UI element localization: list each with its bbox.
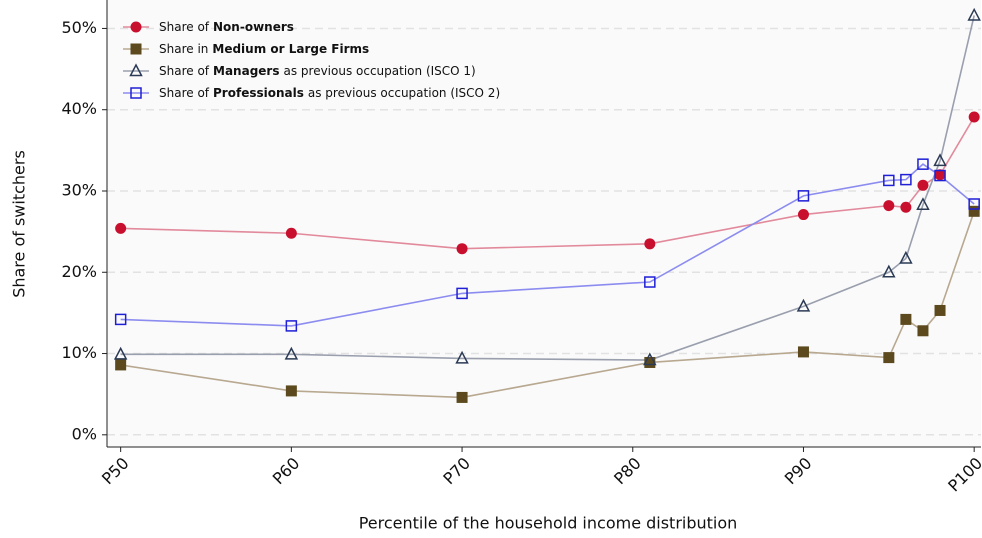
marker — [115, 359, 127, 371]
legend-text: Share of — [159, 20, 210, 34]
marker — [934, 169, 946, 182]
marker — [883, 200, 895, 212]
y-tick-label: 20% — [61, 262, 97, 281]
y-tick-label: 40% — [61, 99, 97, 118]
marker — [882, 264, 896, 278]
y-tick-label: 30% — [61, 180, 97, 199]
y-tick-label: 50% — [61, 18, 97, 37]
marker — [113, 346, 128, 360]
marker — [797, 209, 809, 221]
legend-label: Share in Medium or Large Firms — [159, 42, 369, 56]
y-tick-label: 0% — [72, 424, 97, 443]
marker — [900, 313, 912, 325]
marker — [917, 158, 929, 170]
legend-text: Share of — [159, 64, 210, 78]
marker — [284, 346, 299, 360]
marker — [456, 287, 468, 300]
x-tick-label: P90 — [781, 454, 816, 489]
marker — [130, 21, 142, 33]
marker — [644, 356, 656, 368]
marker — [968, 205, 980, 217]
marker — [899, 250, 913, 264]
y-tick-label: 10% — [61, 343, 97, 362]
marker — [797, 190, 810, 202]
marker — [967, 7, 981, 21]
legend-label: Share of Managers as previous occupation (… — [159, 64, 476, 78]
legend-text: Managers — [213, 64, 279, 78]
marker — [968, 198, 980, 210]
marker — [796, 298, 811, 312]
legend-label: Share of Professionals as previous occupat… — [159, 86, 500, 100]
legend-text: Share of — [159, 86, 210, 100]
marker — [968, 111, 980, 123]
marker — [115, 222, 127, 234]
marker — [883, 352, 895, 364]
legend-label: Share of Non-owners — [159, 20, 294, 34]
x-tick-label: P80 — [610, 454, 645, 489]
marker — [130, 87, 142, 99]
marker — [456, 243, 468, 255]
marker — [900, 173, 912, 186]
marker — [883, 174, 895, 187]
marker — [130, 43, 142, 55]
marker — [917, 325, 929, 337]
marker — [934, 304, 946, 316]
series-line — [120, 15, 975, 361]
marker — [900, 201, 912, 213]
marker — [456, 391, 468, 403]
marker — [644, 276, 656, 288]
plot-area — [107, 0, 981, 447]
x-tick-label: P70 — [439, 454, 474, 489]
marker — [129, 63, 143, 77]
x-tick-label: P50 — [98, 454, 133, 489]
legend-text: Medium or Large Firms — [212, 42, 369, 56]
marker — [933, 153, 947, 167]
legend-text: as previous occupation (ISCO 1) — [283, 64, 475, 78]
marker — [285, 385, 297, 397]
x-tick-label: P100 — [944, 454, 982, 496]
legend-text: Professionals — [213, 86, 304, 100]
y-axis-label: Share of switchers — [10, 150, 29, 298]
marker — [285, 227, 297, 239]
marker — [114, 313, 127, 326]
marker — [455, 350, 469, 364]
legend-text: as previous occupation (ISCO 2) — [308, 86, 500, 100]
marker — [917, 179, 929, 191]
marker — [285, 320, 298, 332]
marker — [934, 169, 946, 181]
legend-text: Share in — [159, 42, 208, 56]
marker — [643, 352, 657, 366]
series-line — [120, 163, 975, 327]
marker — [916, 197, 930, 211]
x-tick-label: P60 — [269, 454, 304, 489]
legend-text: Non-owners — [213, 20, 294, 34]
x-axis-label: Percentile of the household income distr… — [359, 514, 738, 533]
marker — [797, 346, 809, 358]
series-line — [120, 116, 975, 250]
marker — [644, 238, 656, 250]
series-line — [120, 211, 975, 399]
